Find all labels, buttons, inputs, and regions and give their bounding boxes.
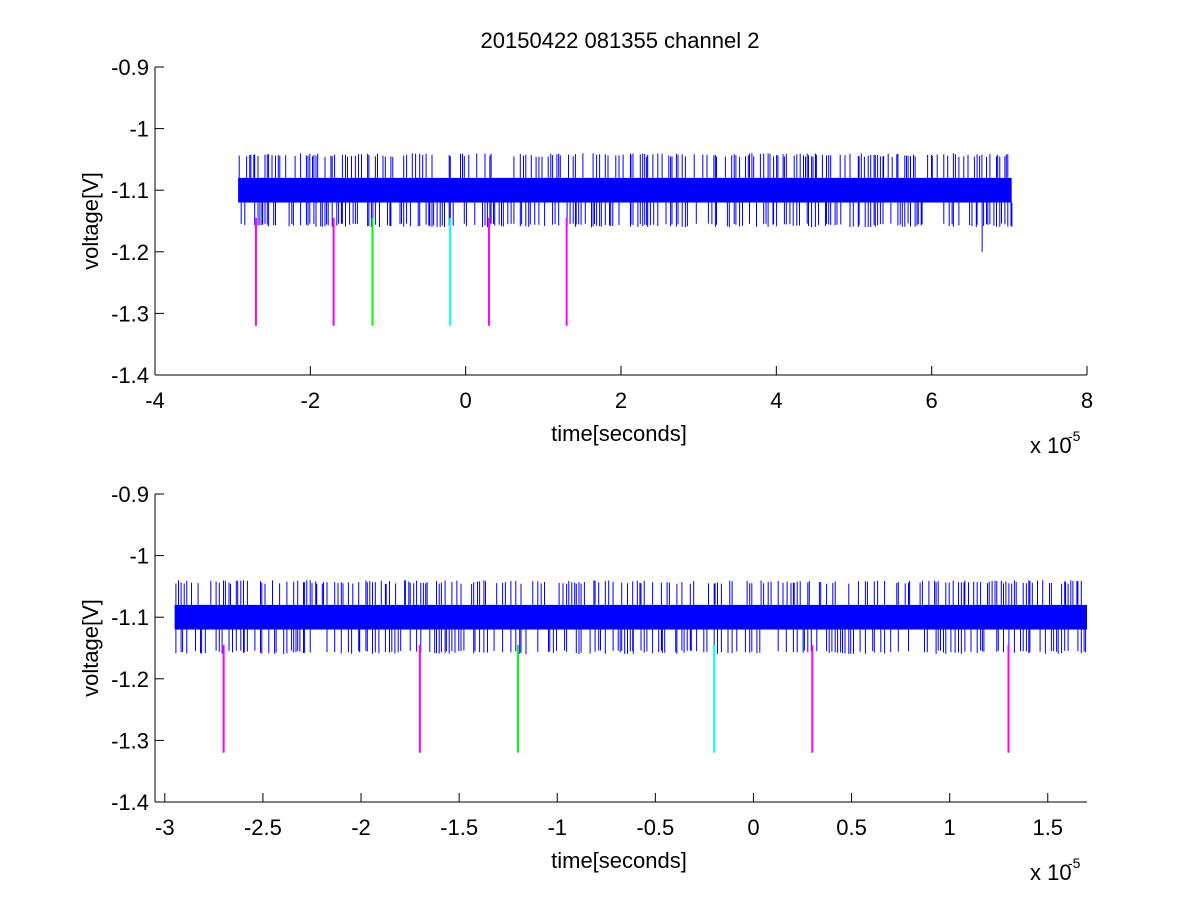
top-y-axis-label: voltage[V]: [78, 172, 103, 270]
bottom-x-tick-label: 1: [944, 815, 956, 840]
bottom-noise-band-0: [174, 604, 1087, 630]
bottom-plot-area: [174, 580, 1087, 753]
bottom-x-tick-label: 1.5: [1032, 815, 1063, 840]
top-x-tick-label: -2: [301, 388, 321, 413]
top-y-tick-label: -0.9: [111, 55, 149, 80]
bottom-axes-ticks: -3 -2.5 -2 -1.5 -1 -0.5 0 0.5 1 1.5 -0.9 -1 -1.1 -1.2…: [111, 482, 1063, 840]
bottom-y-axis-label: voltage[V]: [78, 599, 103, 697]
bottom-x-tick-label: -1.5: [440, 815, 478, 840]
bottom-x-tick-label: -0.5: [636, 815, 674, 840]
top-noise-spikes-0: [238, 153, 1013, 228]
top-axes-ticks: -4 -2 0 2 4 6 8 -0.9 -1 -1.1 -1.2 -1.3 -1.4: [111, 55, 1093, 413]
bottom-x-tick-label: -2.5: [244, 815, 282, 840]
bottom-y-tick-label: -0.9: [111, 482, 149, 507]
top-x-tick-label: 0: [460, 388, 472, 413]
figure-title: 20150422 081355 channel 2: [481, 28, 760, 53]
top-x-tick-label: 6: [926, 388, 938, 413]
bottom-x-tick-label: -1: [547, 815, 567, 840]
bottom-y-tick-label: -1.2: [111, 667, 149, 692]
top-x-exponent-base: x 10: [1030, 433, 1072, 458]
top-y-tick-label: -1.2: [111, 240, 149, 265]
bottom-axes: -3 -2.5 -2 -1.5 -1 -0.5 0 0.5 1 1.5 -0.9 -1 -1.1 -1.2…: [78, 482, 1087, 885]
bottom-y-tick-label: -1.3: [111, 728, 149, 753]
bottom-x-tick-label: -3: [155, 815, 175, 840]
bottom-x-tick-label: -2: [351, 815, 371, 840]
top-x-tick-label: 4: [770, 388, 782, 413]
bottom-y-tick-label: -1.4: [111, 790, 149, 815]
top-x-axis-label: time[seconds]: [551, 421, 687, 446]
bottom-x-tick-label: 0: [747, 815, 759, 840]
bottom-x-axis-label: time[seconds]: [551, 848, 687, 873]
top-y-tick-label: -1.3: [111, 301, 149, 326]
top-plot-area: [238, 153, 1013, 326]
top-y-tick-label: -1: [129, 117, 149, 142]
top-axes: -4 -2 0 2 4 6 8 -0.9 -1 -1.1 -1.2 -1.3 -1.4 time[sec…: [78, 55, 1093, 458]
top-x-tick-label: 2: [615, 388, 627, 413]
top-y-tick-label: -1.4: [111, 363, 149, 388]
top-x-tick-label: -4: [145, 388, 165, 413]
top-noise-band-0: [238, 177, 1012, 203]
bottom-x-exponent-power: -5: [1068, 855, 1081, 871]
bottom-noise-spikes-0: [175, 580, 1087, 655]
bottom-x-tick-label: 0.5: [836, 815, 867, 840]
bottom-y-tick-label: -1.1: [111, 605, 149, 630]
top-x-tick-label: 8: [1081, 388, 1093, 413]
top-y-tick-label: -1.1: [111, 178, 149, 203]
bottom-x-exponent-base: x 10: [1030, 860, 1072, 885]
bottom-y-tick-label: -1: [129, 544, 149, 569]
top-x-exponent-power: -5: [1068, 428, 1081, 444]
bottom-axes-frame: [154, 494, 1087, 803]
